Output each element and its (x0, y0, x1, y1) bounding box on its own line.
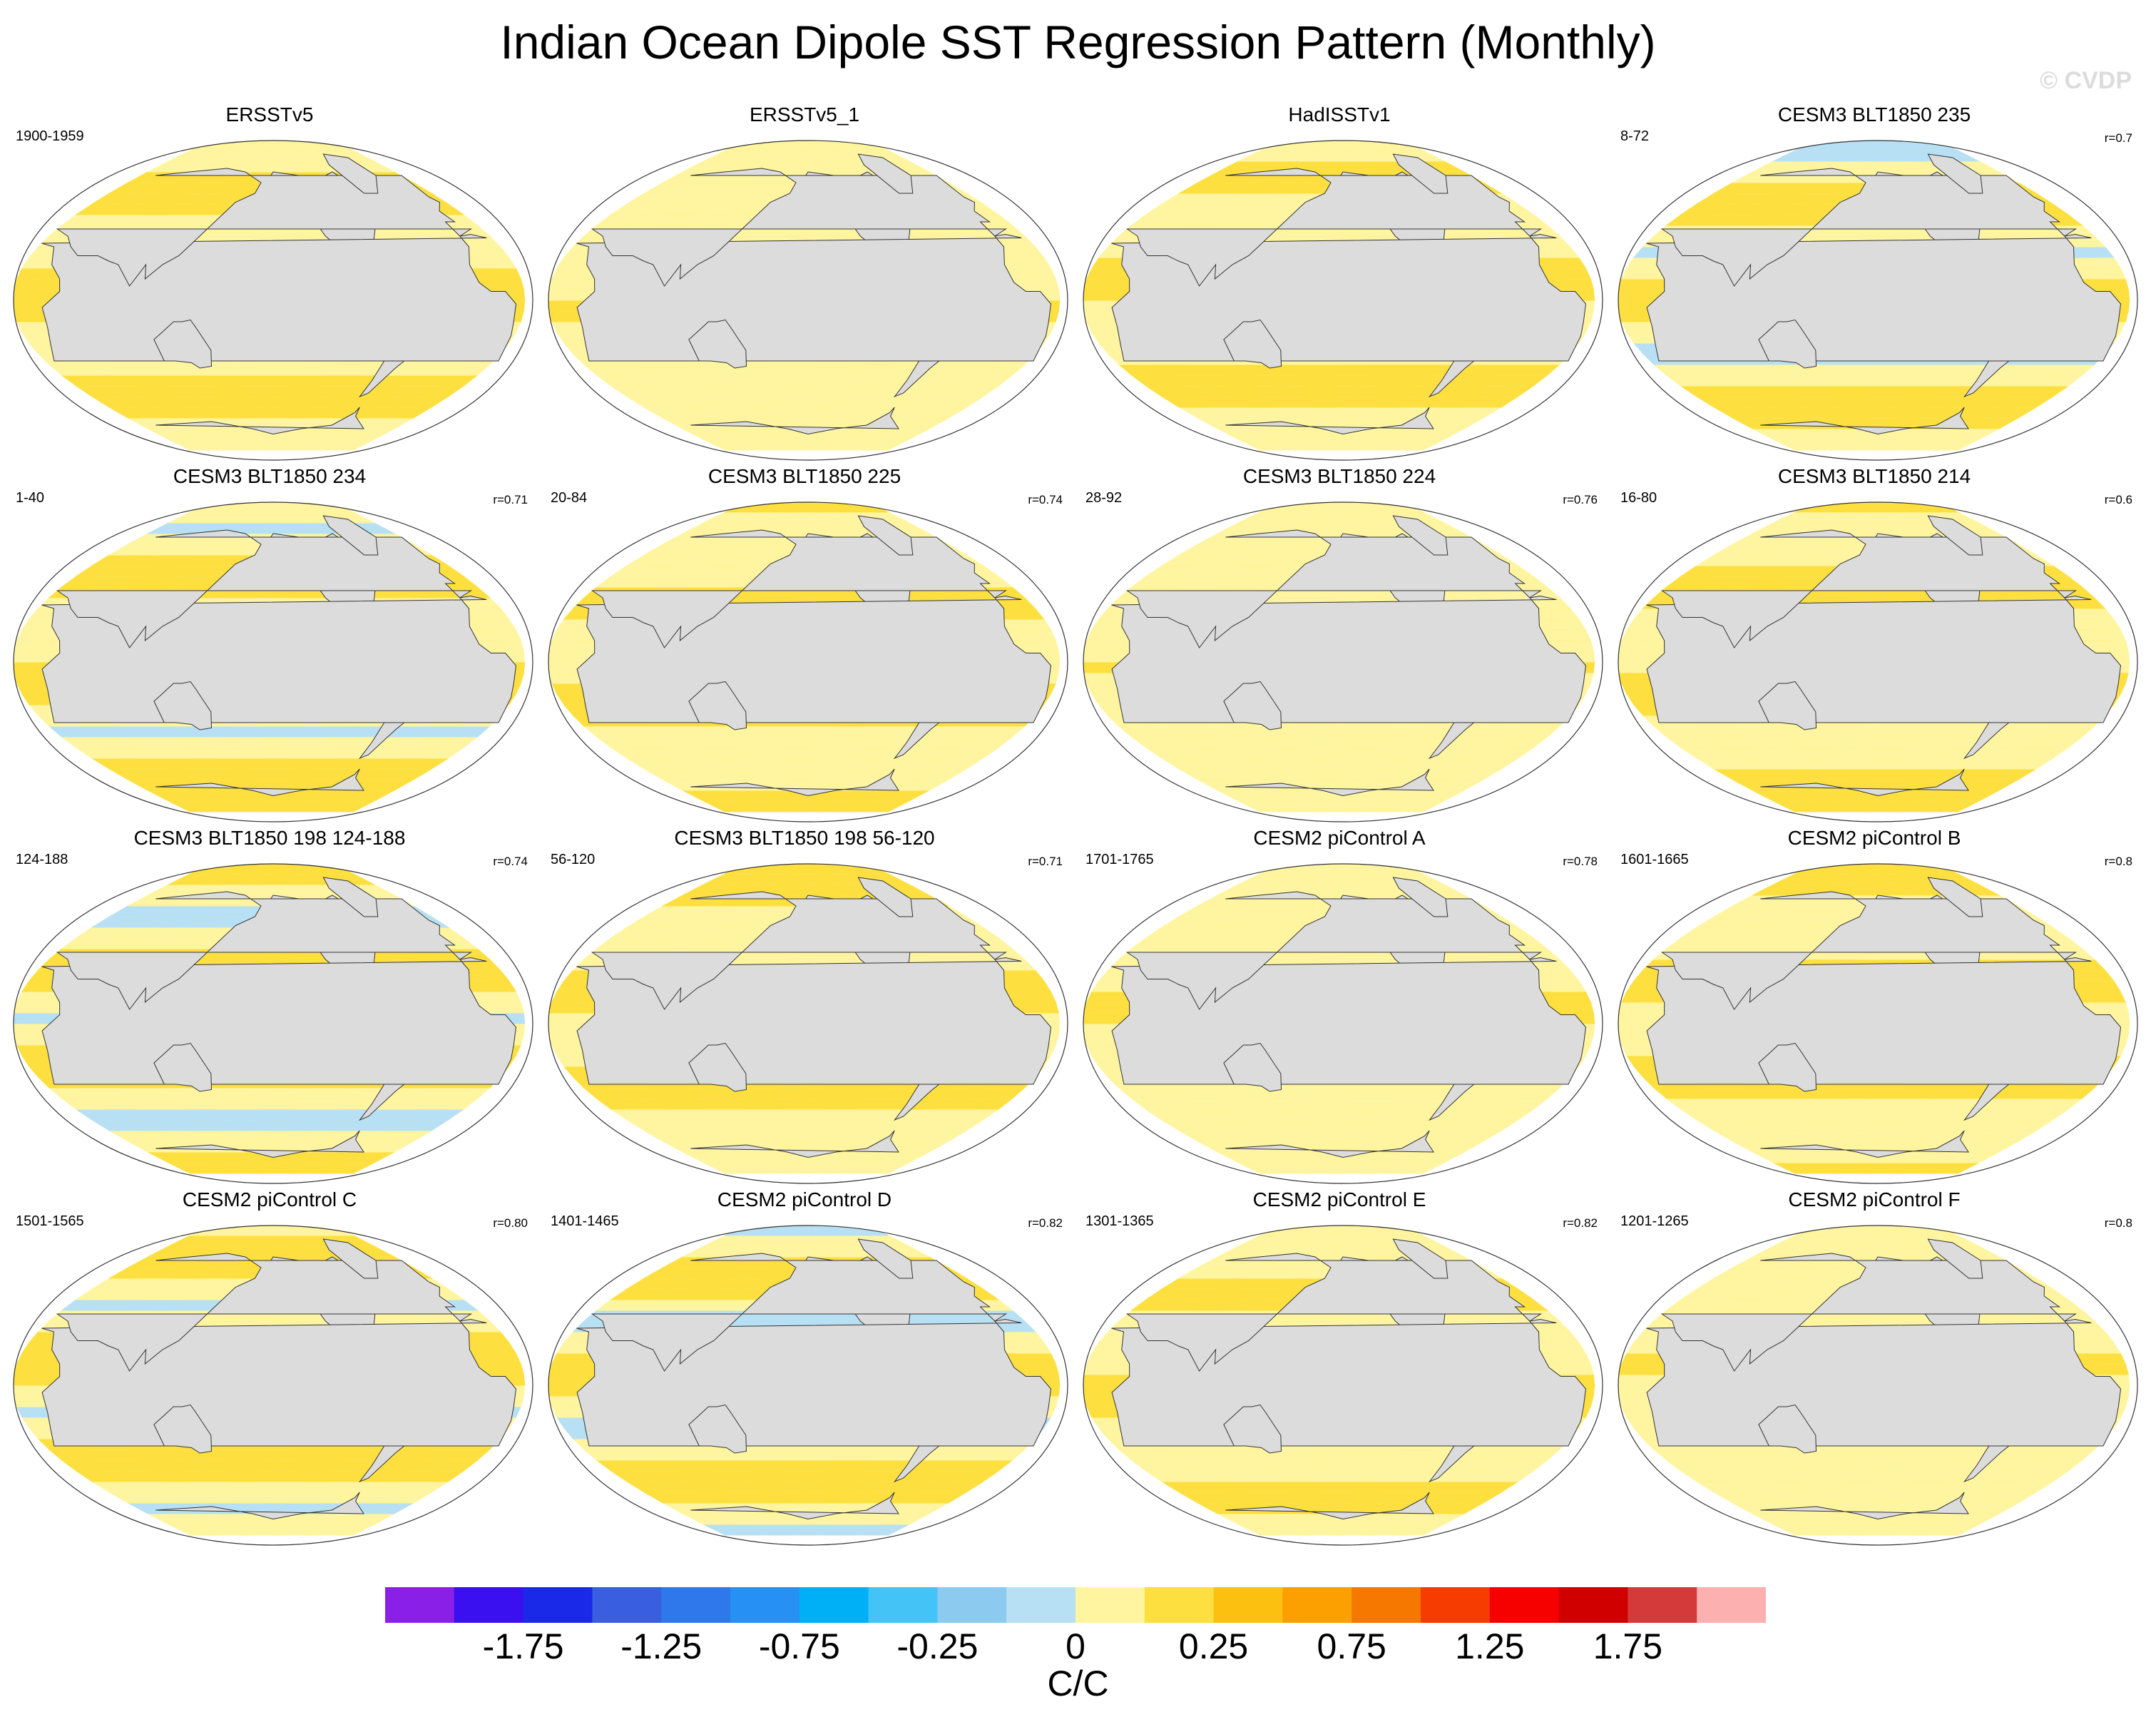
sst-cell (108, 407, 433, 419)
sst-cell (725, 141, 889, 151)
sst-cell (91, 396, 449, 408)
sst-field (548, 141, 1061, 451)
sst-cell (168, 439, 374, 451)
land-mass (56, 168, 473, 287)
land-mass (153, 319, 213, 369)
page-title: Indian Ocean Dipole SST Regression Patte… (0, 10, 2156, 74)
sst-cell (75, 385, 465, 397)
sst-regression-map (1083, 140, 1603, 461)
sst-regression-map (13, 140, 533, 461)
sst-field (1083, 141, 1595, 451)
sst-field (14, 141, 526, 451)
sst-cell (61, 375, 479, 387)
sst-cell (643, 407, 968, 419)
sst-cell (1145, 385, 1535, 397)
land-mass (322, 153, 379, 194)
sst-regression-map (548, 140, 1068, 461)
sst-cell (583, 364, 1026, 376)
sst-cell (190, 141, 354, 151)
map-panel: HadISSTv1 (1076, 100, 1603, 464)
map-panel: ERSSTv5 1900-1959 (6, 100, 533, 464)
sst-cell (1177, 407, 1503, 419)
sst-cell (625, 396, 984, 408)
sst-cell (1160, 396, 1519, 408)
map-panel: ERSSTv5_1 (541, 100, 1068, 464)
sst-cell (1130, 375, 1548, 387)
sst-cell (1238, 439, 1444, 451)
panel-title: ERSSTv5_1 (541, 103, 1068, 127)
sst-cell (703, 439, 909, 451)
panel-title: HadISSTv1 (1076, 103, 1603, 127)
sst-cell (1118, 364, 1560, 376)
panel-title: ERSSTv5 (6, 103, 533, 127)
sst-cell (610, 385, 1000, 397)
sst-cell (596, 375, 1013, 387)
map-border (13, 140, 533, 461)
sst-cell (48, 364, 491, 376)
panel-period: 1900-1959 (16, 128, 84, 145)
land-mass (155, 407, 364, 435)
watermark: © CVDP (2040, 67, 2132, 95)
